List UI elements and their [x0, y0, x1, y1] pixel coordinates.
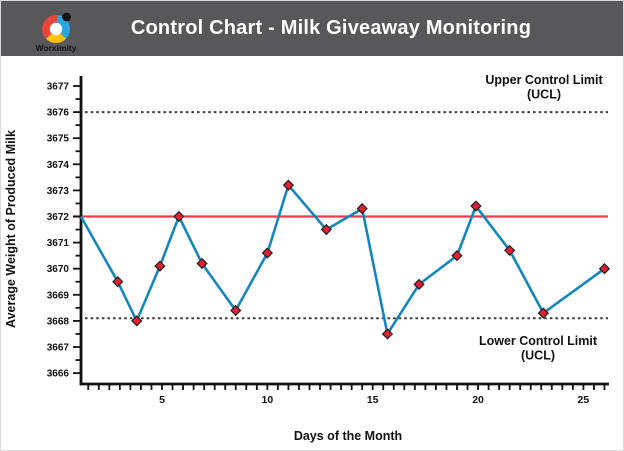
- chart-text: 3666 3667 3668 3669 3670 3671 3672 3673 3674 3675…: [4, 73, 604, 443]
- data-point-marker: [282, 179, 295, 191]
- ucl-annotation: (UCL): [527, 88, 561, 102]
- y-tick-label: 3676: [47, 108, 70, 119]
- logo-arc-yellow: [46, 32, 66, 43]
- y-tick-label: 3669: [47, 290, 70, 301]
- x-tick-label: 25: [578, 394, 590, 406]
- data-series: [79, 179, 611, 340]
- header-bar: Worximity Control Chart - Milk Giveaway …: [1, 1, 623, 56]
- y-tick-label: 3674: [47, 160, 70, 171]
- lcl-annotation: Lower Control Limit: [479, 334, 598, 348]
- y-tick-label: 3667: [47, 343, 70, 354]
- brand-name: Worximity: [36, 43, 77, 53]
- data-point-marker: [598, 263, 611, 275]
- data-point-marker: [381, 328, 394, 340]
- y-tick-label: 3675: [47, 134, 70, 145]
- data-point-marker: [131, 315, 143, 327]
- data-point-marker: [154, 260, 166, 272]
- x-tick-label: 20: [472, 394, 484, 406]
- y-tick-label: 3677: [47, 82, 70, 93]
- y-tick-label: 3671: [47, 238, 70, 249]
- y-tick-label: 3666: [47, 369, 70, 380]
- y-tick-label: 3672: [47, 212, 70, 223]
- data-point-marker: [261, 247, 273, 259]
- y-axis-title: Average Weight of Produced Milk: [4, 130, 18, 328]
- data-point-marker: [470, 200, 482, 212]
- x-tick-label: 10: [262, 394, 274, 406]
- data-point-marker: [451, 250, 463, 262]
- series-line: [79, 183, 606, 336]
- logo-center: [49, 22, 63, 36]
- y-tick-label: 3668: [47, 316, 70, 327]
- logo-arc-blue: [56, 15, 71, 39]
- x-tick-label: 5: [159, 394, 165, 406]
- data-point-marker: [320, 223, 332, 236]
- y-tick-label: 3673: [47, 186, 70, 197]
- page-title: Control Chart - Milk Giveaway Monitoring: [130, 17, 532, 39]
- x-axis-title: Days of the Month: [294, 429, 402, 443]
- data-point-marker: [356, 203, 368, 215]
- data-point-marker: [230, 304, 242, 317]
- logo-arc-red: [41, 15, 58, 39]
- ucl-annotation: Upper Control Limit: [485, 73, 603, 87]
- axes: [73, 76, 609, 390]
- lcl-annotation: (UCL): [521, 349, 555, 363]
- data-point-marker: [537, 307, 550, 319]
- control-chart: 3666 3667 3668 3669 3670 3671 3672 3673 3674 3675…: [4, 73, 611, 443]
- logo-dot-icon: [62, 12, 71, 22]
- worximity-logo: Worximity: [36, 12, 77, 53]
- data-point-marker: [504, 244, 516, 257]
- data-point-marker: [173, 210, 185, 223]
- y-tick-label: 3670: [47, 264, 70, 275]
- x-tick-label: 15: [367, 394, 379, 406]
- data-point-marker: [196, 257, 208, 270]
- data-point-marker: [112, 276, 124, 288]
- data-point-marker: [413, 278, 425, 291]
